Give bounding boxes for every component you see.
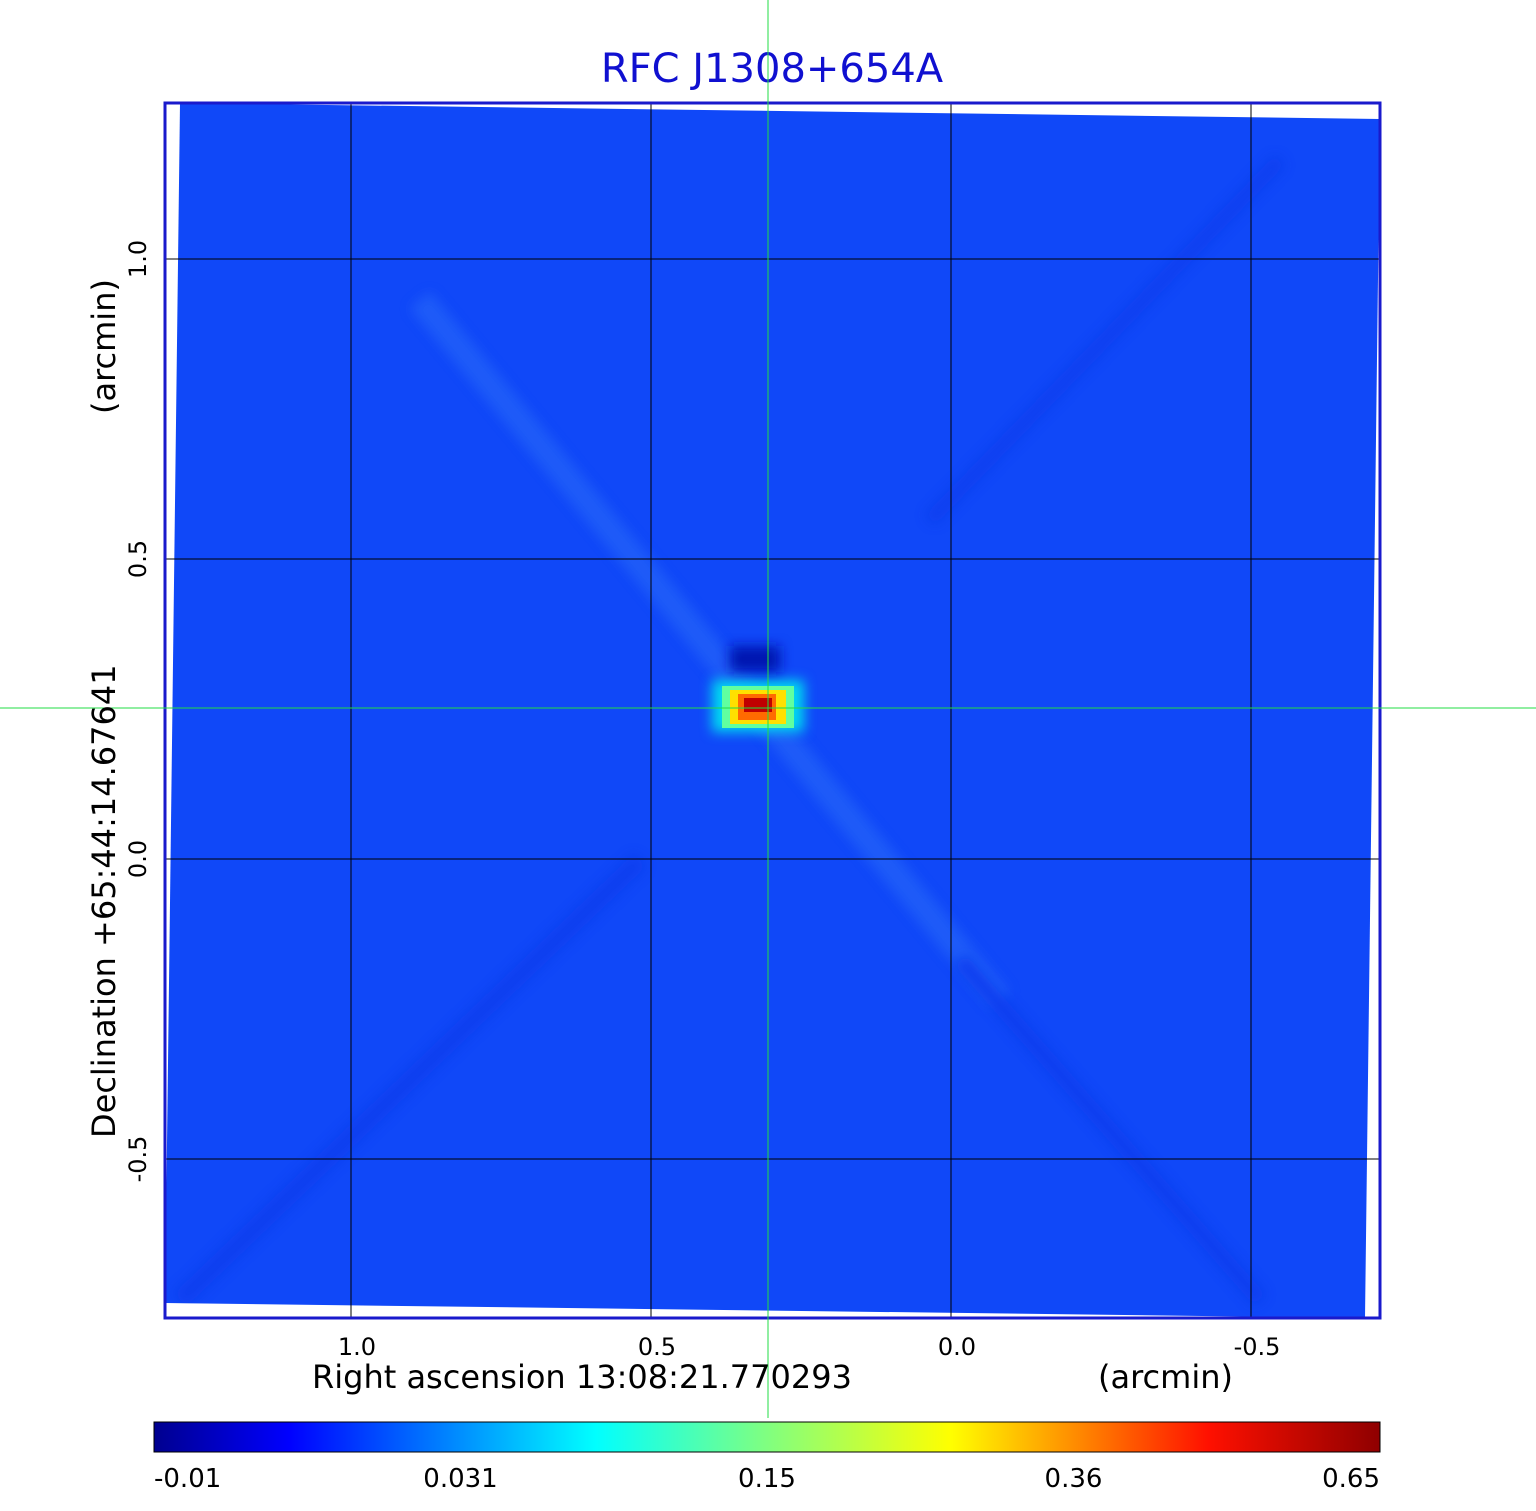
sidelobe-streak <box>173 853 647 1307</box>
y-axis-label: Declination +65:44:14.67641 <box>85 664 123 1138</box>
colorbar-tick-label: 0.36 <box>1045 1464 1103 1494</box>
x-tick-label: 0.0 <box>938 1333 976 1361</box>
x-tick-label: 1.0 <box>338 1333 376 1361</box>
coordinate-grid <box>165 103 1380 1318</box>
x-tick-label: 0.5 <box>638 1333 676 1361</box>
chart-title: RFC J1308+654A <box>601 46 944 92</box>
x-axis-label: Right ascension 13:08:21.770293 <box>312 1358 852 1396</box>
colorbar-tick-label: -0.01 <box>154 1464 221 1494</box>
x-axis-unit: (arcmin) <box>1098 1358 1233 1396</box>
y-tick-labels: 1.0 0.5 0.0 -0.5 <box>124 240 152 1183</box>
y-axis-unit: (arcmin) <box>85 279 123 414</box>
sidelobe-streak <box>409 291 1011 1009</box>
y-tick-label: 0.0 <box>124 840 152 878</box>
y-tick-label: 0.5 <box>124 540 152 578</box>
sidelobe-streak <box>954 954 1266 1306</box>
sidelobe-streak <box>924 155 1286 525</box>
colorbar-tick-label: 0.031 <box>423 1464 497 1494</box>
sidelobe-structure <box>173 155 1286 1307</box>
plot-frame <box>163 101 1382 1320</box>
y-tick-label: 1.0 <box>124 240 152 278</box>
colorbar-tick-labels: -0.01 0.031 0.15 0.36 0.65 <box>154 1464 1380 1494</box>
colorbar-tick-label: 0.65 <box>1322 1464 1380 1494</box>
x-tick-label: -0.5 <box>1234 1333 1281 1361</box>
x-tick-labels: 1.0 0.5 0.0 -0.5 <box>338 1333 1281 1361</box>
y-tick-label: -0.5 <box>124 1136 152 1183</box>
source-emission <box>712 646 804 732</box>
colorbar-tick-label: 0.15 <box>738 1464 796 1494</box>
negative-lobe <box>730 646 780 672</box>
colorbar <box>153 1421 1381 1453</box>
